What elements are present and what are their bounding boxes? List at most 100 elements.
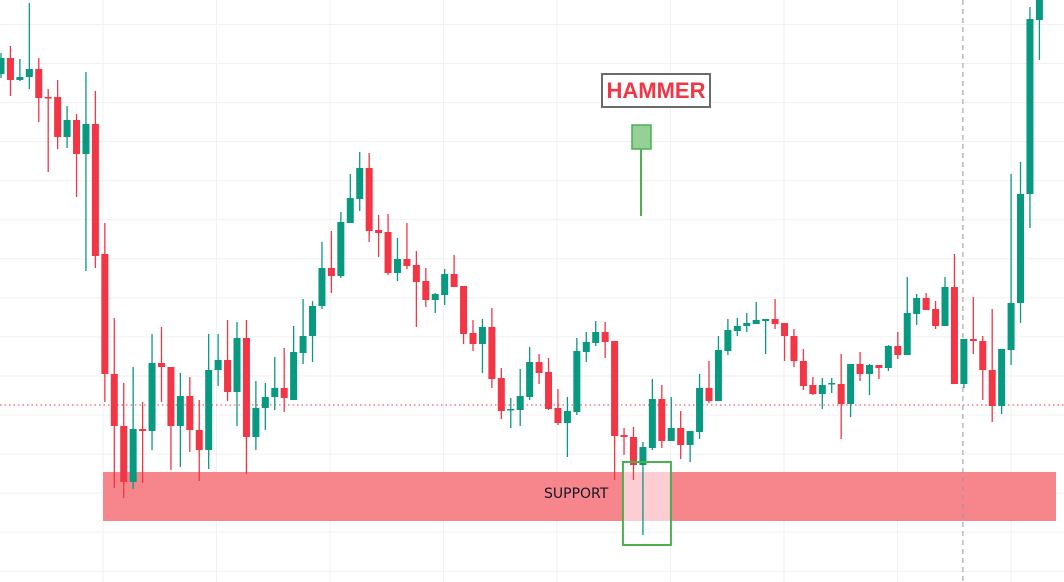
- candle-body: [998, 349, 1006, 406]
- candle-body: [450, 274, 458, 287]
- candle-body: [214, 360, 222, 370]
- hammer-label: HAMMER: [601, 73, 711, 108]
- candle-body: [535, 362, 543, 373]
- candle: [120, 383, 128, 498]
- hammer-highlight-box[interactable]: [621, 461, 672, 546]
- candle: [271, 357, 279, 410]
- candle-body: [818, 385, 826, 394]
- hammer-icon: [631, 124, 652, 216]
- candle-body: [356, 168, 364, 199]
- candle-body: [299, 336, 307, 353]
- candle-body: [601, 332, 609, 342]
- candle: [771, 299, 779, 329]
- candle-body: [148, 363, 156, 431]
- candle: [318, 242, 326, 309]
- candle: [913, 294, 921, 325]
- candle-body: [403, 259, 411, 266]
- candle: [1007, 174, 1015, 365]
- candle-body: [346, 198, 354, 223]
- candle: [252, 381, 260, 450]
- candle-body: [0, 58, 5, 74]
- candle-body: [733, 326, 741, 331]
- candle-body: [592, 332, 600, 343]
- candle-body: [620, 435, 628, 437]
- candle: [1035, 0, 1043, 60]
- candle-body: [327, 268, 335, 276]
- candle: [16, 59, 24, 81]
- candle: [950, 254, 958, 384]
- candle-body: [667, 428, 675, 441]
- candle-body: [894, 346, 902, 355]
- candle-body: [950, 287, 958, 384]
- candle-body: [988, 370, 996, 406]
- candle: [563, 397, 571, 457]
- candle-body: [488, 327, 496, 379]
- candle: [44, 89, 52, 172]
- candle: [1026, 7, 1034, 228]
- candle: [233, 322, 241, 426]
- candle-body: [431, 294, 439, 300]
- candle: [705, 361, 713, 403]
- candle: [686, 431, 694, 462]
- candle: [526, 347, 534, 400]
- candle-body: [365, 168, 373, 231]
- candle: [422, 268, 430, 307]
- candle: [469, 320, 477, 351]
- candle: [988, 309, 996, 422]
- candle-body: [856, 364, 864, 374]
- candle: [743, 313, 751, 332]
- candle-body: [54, 97, 62, 137]
- candle: [412, 251, 420, 327]
- candle: [91, 91, 99, 268]
- candle: [176, 373, 184, 467]
- candle: [611, 341, 619, 480]
- candle-body: [573, 351, 581, 412]
- candle: [129, 367, 137, 489]
- candle-body: [157, 363, 165, 367]
- candle: [828, 378, 836, 393]
- candle-body: [837, 384, 845, 404]
- candle-body: [63, 120, 71, 137]
- candle: [460, 286, 468, 344]
- candle: [110, 318, 118, 488]
- candle: [82, 72, 90, 271]
- candle: [148, 334, 156, 450]
- candle: [658, 385, 666, 448]
- candle: [403, 223, 411, 269]
- candle-body: [648, 399, 656, 448]
- candle-body: [91, 124, 99, 256]
- candle: [922, 293, 930, 310]
- candles: [0, 0, 1043, 535]
- candle: [497, 368, 505, 419]
- candle-body: [261, 397, 269, 408]
- candle-body: [705, 388, 713, 401]
- candle: [724, 319, 732, 355]
- candle: [327, 231, 335, 293]
- candle-body: [110, 374, 118, 426]
- candle-body: [714, 350, 722, 401]
- candle-body: [176, 396, 184, 426]
- candle: [894, 332, 902, 359]
- candle: [441, 269, 449, 305]
- candle: [167, 367, 175, 470]
- candle-body: [460, 286, 468, 334]
- candle: [346, 174, 354, 223]
- candle: [799, 349, 807, 390]
- candle-body: [129, 429, 137, 482]
- candle-body: [252, 408, 260, 437]
- candle: [242, 320, 250, 474]
- candle: [54, 80, 62, 149]
- candle: [309, 301, 317, 362]
- candle: [516, 369, 524, 426]
- support-zone[interactable]: [103, 472, 1056, 521]
- candle: [214, 334, 222, 386]
- candle: [837, 354, 845, 439]
- candle-body: [516, 396, 524, 410]
- candle-body: [865, 365, 873, 374]
- candle-body: [233, 338, 241, 392]
- candle-body: [979, 341, 987, 370]
- candle: [856, 352, 864, 381]
- candle-body: [205, 370, 213, 450]
- candle-body: [441, 274, 449, 295]
